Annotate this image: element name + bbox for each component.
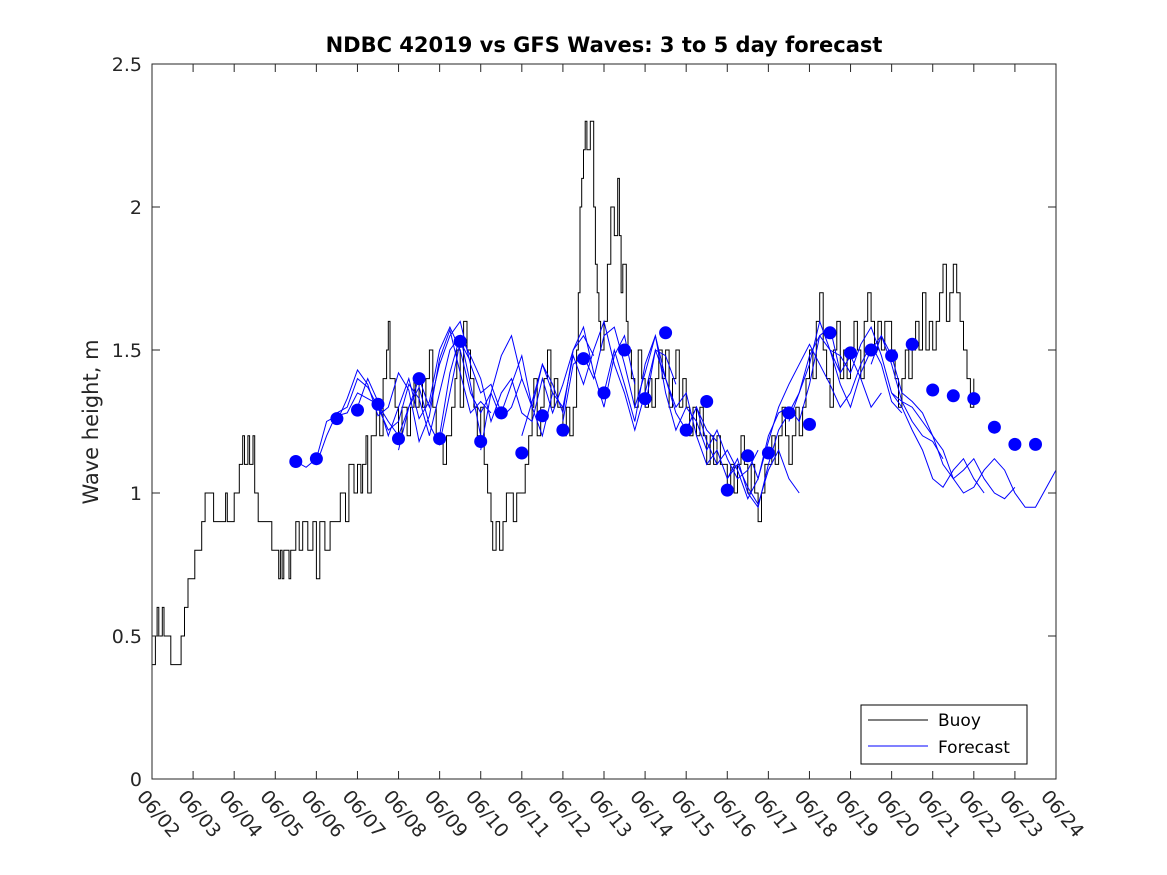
forecast-series (295, 319, 1057, 509)
legend-buoy-label: Buoy (938, 711, 981, 731)
chart-title: NDBC 42019 vs GFS Waves: 3 to 5 day fore… (326, 33, 883, 57)
forecast-line-7 (480, 325, 636, 451)
forecast-line-18 (891, 392, 1057, 508)
forecast-marker-28 (844, 346, 857, 360)
x-tick-label: 06/17 (749, 786, 801, 842)
x-tick-label: 06/11 (502, 786, 554, 842)
forecast-line-5 (398, 320, 554, 451)
forecast-marker-21 (700, 395, 714, 408)
buoy-line (152, 120, 975, 666)
forecast-marker-6 (392, 432, 405, 446)
x-tick-label: 06/15 (666, 786, 718, 842)
forecast-marker-32 (926, 383, 940, 397)
y-axis-label: Wave height, m (79, 339, 103, 504)
forecast-marker-13 (535, 409, 549, 423)
forecast-marker-17 (618, 343, 631, 357)
forecast-marker-7 (412, 372, 426, 386)
forecast-marker-30 (885, 349, 899, 363)
forecast-marker-23 (741, 449, 755, 463)
y-tick-label: 2 (130, 197, 142, 219)
x-tick-label: 06/05 (255, 786, 307, 842)
forecast-marker-16 (597, 386, 611, 400)
x-tick-label: 06/21 (913, 786, 965, 842)
forecast-line-6 (439, 334, 595, 436)
forecast-marker-10 (474, 435, 488, 448)
x-tick-label: 06/19 (831, 786, 883, 842)
forecast-marker-12 (515, 446, 529, 460)
forecast-marker-15 (577, 352, 590, 366)
forecast-marker-18 (638, 392, 652, 406)
x-tick-label: 06/24 (1036, 786, 1088, 842)
x-tick-label: 06/04 (214, 786, 266, 842)
plot-background (152, 64, 1056, 779)
forecast-line-13 (726, 319, 882, 509)
x-tick-label: 06/20 (872, 786, 924, 842)
forecast-marker-25 (782, 406, 796, 420)
forecast-marker-35 (987, 420, 1001, 434)
forecast-marker-33 (946, 389, 960, 403)
y-tick-label: 0.5 (112, 626, 142, 648)
forecast-marker-5 (371, 397, 385, 411)
buoy-series (152, 120, 975, 666)
x-tick-label: 06/22 (954, 786, 1006, 842)
x-tick-label: 06/03 (173, 786, 225, 842)
x-tick-label: 06/13 (584, 786, 636, 842)
forecast-line-15 (788, 334, 944, 459)
forecast-line-12 (685, 326, 841, 500)
x-tick-label: 06/02 (132, 786, 184, 842)
forecast-marker-22 (720, 483, 734, 497)
x-tick-label: 06/07 (338, 786, 390, 842)
forecast-marker-34 (967, 392, 981, 406)
forecast-marker-14 (556, 423, 570, 437)
forecast-marker-31 (905, 337, 919, 351)
x-tick-label: 06/08 (379, 786, 431, 842)
forecast-marker-11 (494, 406, 508, 420)
legend-box (860, 704, 1028, 765)
forecast-marker-2 (309, 452, 323, 466)
forecast-marker-20 (679, 423, 693, 437)
forecast-line-14 (747, 343, 903, 481)
forecast-marker-8 (433, 432, 447, 446)
plot-area (152, 64, 1056, 779)
x-tick-label: 06/16 (707, 786, 759, 842)
forecast-line-11 (644, 348, 800, 506)
forecast-marker-24 (761, 446, 775, 460)
forecast-marker-27 (823, 326, 837, 340)
y-tick-label: 1.5 (112, 340, 142, 362)
x-tick-label: 06/10 (461, 786, 513, 842)
x-tick-label: 06/12 (543, 786, 595, 842)
forecast-line-3 (336, 328, 492, 444)
forecast-marker-1 (289, 455, 303, 468)
y-tick-label: 0 (130, 769, 142, 791)
forecast-line-4 (357, 325, 523, 438)
forecast-marker-19 (659, 326, 673, 340)
x-tick-label: 06/06 (297, 786, 349, 842)
forecast-marker-9 (453, 334, 467, 348)
x-tick-label: 06/23 (995, 786, 1047, 842)
forecast-marker-29 (864, 343, 878, 357)
forecast-marker-4 (351, 403, 364, 417)
y-tick-label: 2.5 (112, 54, 142, 76)
x-tick-label: 06/18 (790, 786, 842, 842)
forecast-markers (289, 326, 1042, 497)
forecast-marker-26 (803, 417, 816, 431)
forecast-marker-3 (330, 412, 344, 426)
x-tick-label: 06/09 (420, 786, 472, 842)
forecast-line-16 (829, 325, 985, 494)
x-tick-label: 06/14 (625, 786, 677, 842)
forecast-marker-37 (1029, 437, 1042, 451)
legend: Buoy Forecast (860, 704, 1028, 765)
legend-forecast-label: Forecast (938, 738, 1010, 758)
forecast-marker-36 (1008, 437, 1022, 451)
y-tick-label: 1 (130, 483, 142, 505)
forecast-line-8 (521, 319, 677, 436)
forecast-line-17 (870, 334, 1016, 500)
